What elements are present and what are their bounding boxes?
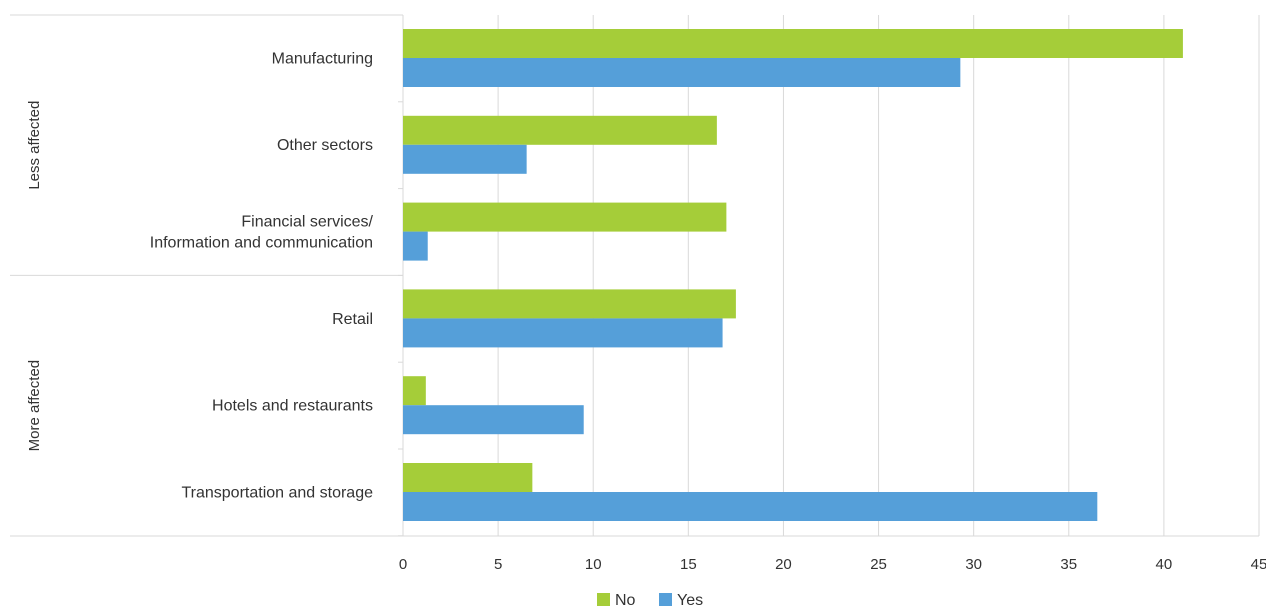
bar-yes-4	[403, 405, 584, 435]
category-label-line: Financial services/	[241, 214, 373, 231]
x-tick-label: 45	[1251, 556, 1266, 573]
category-label: Hotels and restaurants	[212, 398, 373, 415]
x-tick-label: 20	[775, 556, 792, 573]
bar-yes-1	[403, 144, 527, 174]
category-label: Transportation and storage	[181, 485, 373, 502]
bar-yes-3	[403, 318, 723, 348]
category-label-line: Hotels and restaurants	[212, 398, 373, 415]
x-tick-label: 30	[965, 556, 982, 573]
legend-swatch-yes	[659, 593, 672, 606]
bar-no-5	[403, 463, 533, 492]
legend-label-yes: Yes	[677, 592, 703, 609]
x-tick-label: 5	[494, 556, 502, 573]
group-label: Less affected	[26, 101, 43, 190]
bar-no-2	[403, 202, 727, 232]
x-tick-label: 10	[585, 556, 602, 573]
bar-yes-5	[403, 492, 1098, 521]
category-label-line: Transportation and storage	[181, 485, 373, 502]
category-label-line: Manufacturing	[272, 51, 373, 68]
bar-yes-0	[403, 58, 961, 87]
x-tick-label: 0	[399, 556, 407, 573]
bar-no-0	[403, 29, 1183, 58]
bar-no-4	[403, 376, 426, 406]
category-label: Financial services/Information and commu…	[150, 214, 374, 252]
category-label: Retail	[332, 311, 373, 328]
category-label-line: Information and communication	[150, 235, 373, 252]
legend-label-no: No	[615, 592, 636, 609]
bar-yes-2	[403, 231, 428, 261]
category-label-line: Other sectors	[277, 137, 373, 154]
legend-swatch-no	[597, 593, 610, 606]
category-label: Manufacturing	[272, 51, 373, 68]
x-tick-label: 15	[680, 556, 697, 573]
group-label: More affected	[26, 360, 43, 451]
bar-no-1	[403, 115, 717, 145]
x-tick-label: 35	[1060, 556, 1077, 573]
bar-no-3	[403, 289, 736, 319]
x-tick-label: 40	[1156, 556, 1173, 573]
x-tick-label: 25	[870, 556, 887, 573]
category-label-line: Retail	[332, 311, 373, 328]
category-label: Other sectors	[277, 137, 373, 154]
